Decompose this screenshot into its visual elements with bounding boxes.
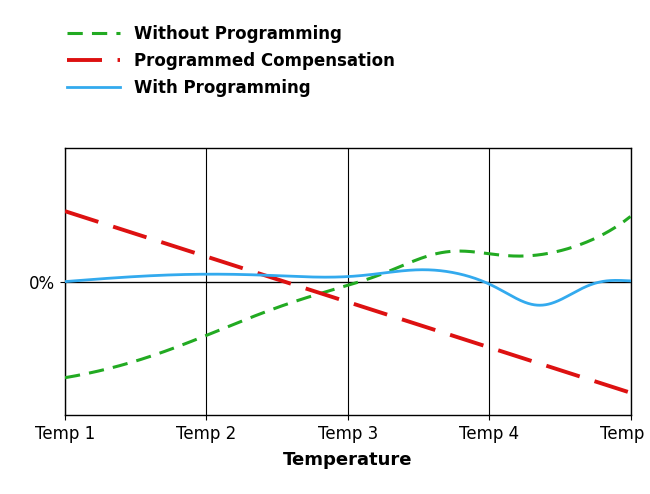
- Legend: Without Programming, Programmed Compensation, With Programming: Without Programming, Programmed Compensa…: [60, 18, 401, 104]
- X-axis label: Temperature: Temperature: [283, 451, 413, 469]
